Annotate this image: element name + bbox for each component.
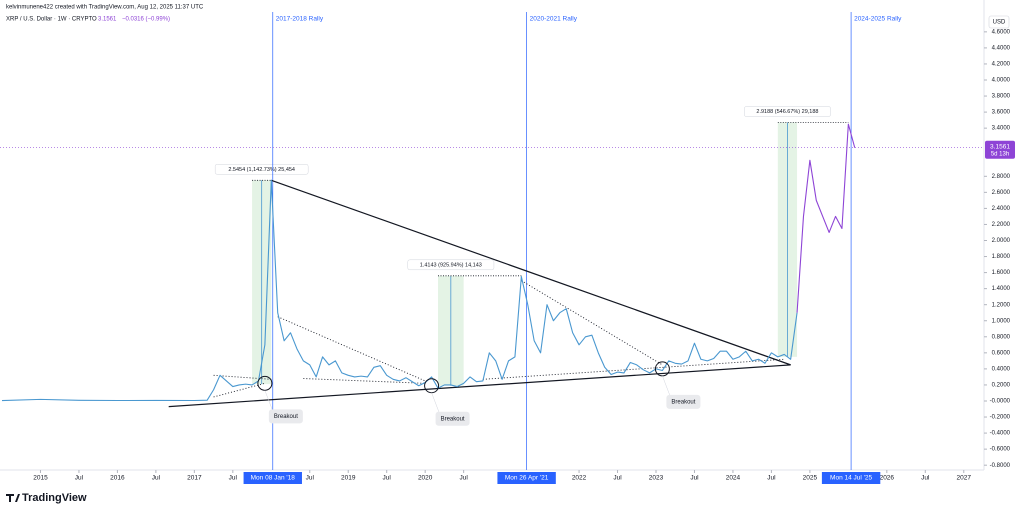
y-tick-label: 0.8000 — [992, 334, 1011, 340]
x-tick-label: Jul — [75, 475, 84, 482]
y-tick-label: 3.6000 — [992, 110, 1011, 116]
y-tick-label: 1.0000 — [992, 318, 1011, 324]
y-tick-label: 4.0000 — [992, 78, 1011, 84]
trendline — [521, 280, 663, 366]
trendline — [168, 364, 791, 408]
breakout-connector — [662, 375, 671, 397]
x-tick-label: Jul — [767, 475, 776, 482]
price-line — [796, 123, 856, 313]
y-tick-label: 3.8000 — [992, 94, 1011, 100]
measure-label-box — [744, 106, 831, 117]
measure-label-box — [214, 164, 309, 175]
y-tick-label: 2.8000 — [992, 174, 1011, 180]
trendline — [303, 378, 426, 384]
y-tick-label: 0.4000 — [992, 366, 1011, 372]
trendline — [213, 374, 272, 380]
breakout-label: Breakout — [274, 414, 298, 420]
breakout-label-box — [435, 411, 470, 426]
countdown: 5d 13h — [991, 151, 1009, 157]
y-tick-label: 0.2000 — [992, 383, 1011, 389]
x-tick-label: 2016 — [110, 475, 125, 482]
logo: TradingView — [6, 492, 87, 504]
y-tick-label: -0.2000 — [990, 415, 1011, 421]
x-tick-label: 2025 — [803, 475, 818, 482]
y-tick-label: 4.2000 — [992, 62, 1011, 68]
y-tick-label: 1.6000 — [992, 270, 1011, 276]
currency: USD — [993, 20, 1006, 26]
x-tick-label: 2027 — [957, 475, 972, 482]
brand: TradingView — [22, 492, 87, 504]
breakout-connector — [264, 390, 274, 412]
y-tick-label: 2.2000 — [992, 222, 1011, 228]
breakout-label: Breakout — [441, 416, 465, 422]
measure-label: 1.4143 (925.94%) 14,143 — [420, 262, 482, 268]
y-tick-label: 2.6000 — [992, 190, 1011, 196]
credit: kelvinmunene422 created with TradingView… — [6, 5, 204, 11]
measure-label: 2.9188 (546.67%) 29,188 — [756, 109, 818, 115]
y-tick-label: 1.2000 — [992, 302, 1011, 308]
y-tick-label: 2.4000 — [992, 206, 1011, 212]
y-tick-label: 1.4000 — [992, 286, 1011, 292]
vline-title: 2020-2021 Rally — [530, 16, 578, 23]
x-tick-label: Jul — [306, 475, 315, 482]
vline-title: 2024-2025 Rally — [854, 16, 902, 23]
x-tick-label: Jul — [921, 475, 930, 482]
x-tick-label: 2024 — [726, 475, 741, 482]
x-tick-label: Jul — [459, 475, 468, 482]
y-tick-label: 3.4000 — [992, 126, 1011, 132]
x-tick-label: 2022 — [572, 475, 587, 482]
x-tick-label: Jul — [383, 475, 392, 482]
y-tick-label: -0.0000 — [990, 399, 1011, 405]
measure-label-box — [407, 259, 495, 271]
x-tick-label: 2015 — [33, 475, 48, 482]
breakout-label-box — [666, 394, 701, 409]
x-tick-label: 2023 — [649, 475, 664, 482]
x-tick-label: 2017 — [187, 475, 202, 482]
x-tick-label: Jul — [229, 475, 238, 482]
vline-label: Mon 08 Jan '18 — [251, 475, 296, 482]
x-tick-label: Jul — [690, 475, 699, 482]
vline-label: Mon 14 Jul '25 — [830, 475, 872, 482]
breakout-label: Breakout — [671, 399, 695, 405]
measure-label: 2.5454 (1,142.73%) 25,454 — [228, 167, 295, 173]
breakout-connector — [431, 392, 440, 414]
y-tick-label: 4.4000 — [992, 45, 1011, 51]
y-tick-label: 1.8000 — [992, 254, 1011, 260]
symbol: XRP / U.S. Dollar · 1W · CRYPTO — [6, 17, 97, 23]
currency-box — [988, 15, 1010, 29]
y-tick-label: -0.6000 — [990, 447, 1011, 453]
last-price-box — [985, 140, 1015, 159]
last-price-label: 3.1561 — [990, 143, 1010, 150]
x-tick-label: Jul — [613, 475, 622, 482]
x-tick-label: Jul — [152, 475, 161, 482]
y-tick-label: 0.6000 — [992, 350, 1011, 356]
y-tick-label: 4.6000 — [992, 29, 1011, 35]
header-price: 3.1561 — [98, 17, 117, 23]
breakout-label-box — [268, 409, 303, 424]
vline-title: 2017-2018 Rally — [276, 16, 324, 23]
x-tick-label: 2026 — [880, 475, 895, 482]
x-tick-label: 2020 — [418, 475, 433, 482]
x-tick-label: 2019 — [341, 475, 356, 482]
header-change: −0.0316 (−0.99%) — [122, 17, 170, 23]
price-line — [1, 179, 798, 402]
y-tick-label: -0.8000 — [990, 463, 1011, 469]
y-tick-label: -0.4000 — [990, 431, 1011, 437]
y-tick-label: 2.0000 — [992, 238, 1011, 244]
vline-label-box — [243, 472, 302, 484]
logo-mark — [6, 494, 20, 502]
trendline — [271, 179, 791, 366]
vline-label-box — [497, 472, 556, 484]
vline-label: Mon 26 Apr '21 — [505, 475, 549, 482]
vline-label-box — [821, 472, 881, 484]
